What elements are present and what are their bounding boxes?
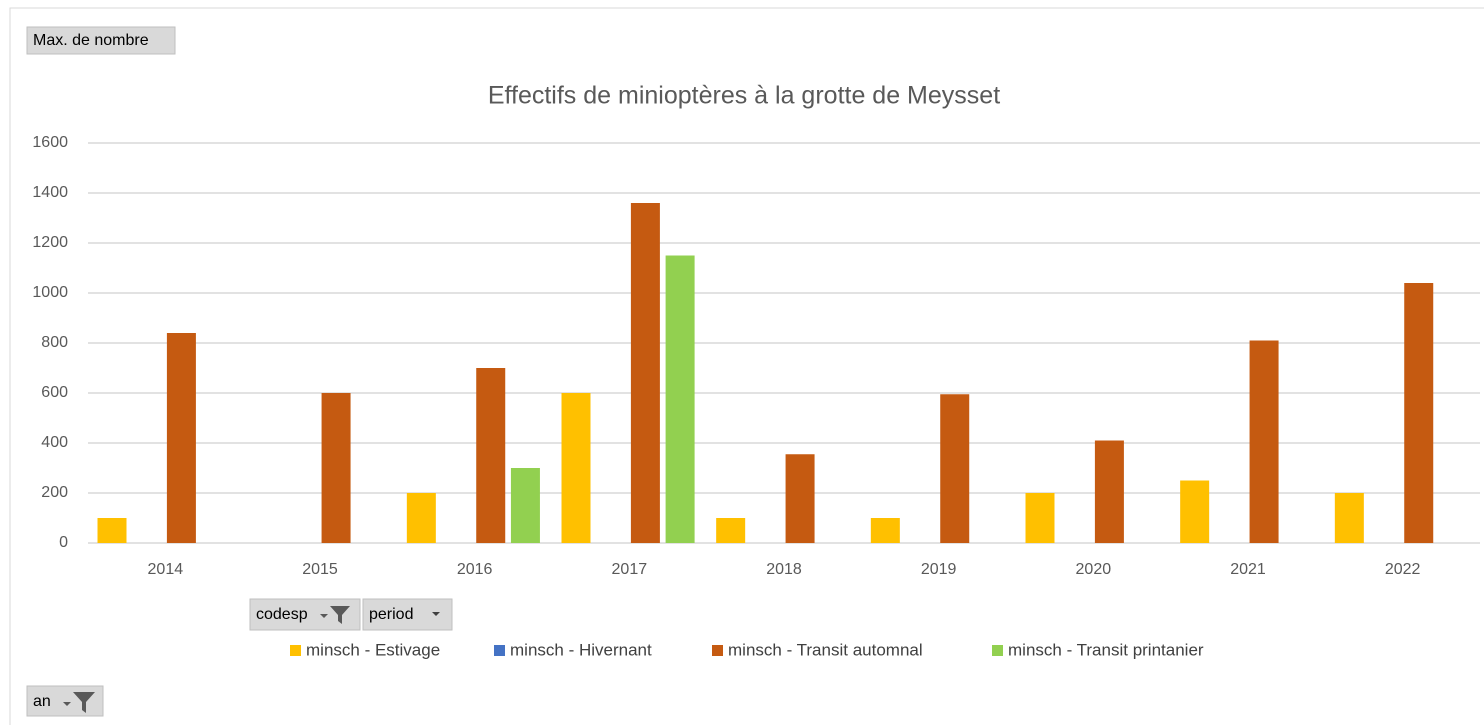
y-tick-label: 200 bbox=[41, 484, 68, 501]
bar bbox=[630, 203, 660, 543]
button-bg bbox=[26, 685, 104, 717]
legend-label: minsch - Transit printanier bbox=[1008, 640, 1204, 659]
bar bbox=[1334, 493, 1364, 543]
bar bbox=[1180, 480, 1210, 543]
bar bbox=[940, 394, 970, 543]
button-label: Max. de nombre bbox=[33, 32, 149, 49]
bar bbox=[166, 333, 196, 543]
y-tick-label: 1400 bbox=[32, 184, 68, 201]
y-tick-label: 800 bbox=[41, 334, 68, 351]
bar bbox=[476, 368, 506, 543]
x-tick-label: 2021 bbox=[1230, 561, 1266, 578]
button-label: period bbox=[369, 606, 413, 623]
y-tick-label: 400 bbox=[41, 434, 68, 451]
bar bbox=[406, 493, 436, 543]
legend-label: minsch - Estivage bbox=[306, 640, 440, 659]
series-field-button[interactable]: codesp bbox=[249, 598, 361, 631]
x-tick-label: 2019 bbox=[921, 561, 957, 578]
bar bbox=[321, 393, 351, 543]
bar bbox=[716, 518, 746, 543]
x-tick-label: 2016 bbox=[457, 561, 493, 578]
dropdown-icon bbox=[432, 612, 440, 616]
bar bbox=[561, 393, 591, 543]
bar bbox=[1094, 440, 1124, 543]
legend-label: minsch - Hivernant bbox=[510, 640, 652, 659]
legend-swatch bbox=[290, 645, 301, 656]
filter-icon bbox=[63, 692, 95, 713]
x-tick-label: 2017 bbox=[612, 561, 648, 578]
bar bbox=[1249, 340, 1279, 543]
bar bbox=[97, 518, 127, 543]
x-tick-label: 2015 bbox=[302, 561, 338, 578]
bar bbox=[1025, 493, 1055, 543]
bar bbox=[665, 255, 695, 543]
value-field-button[interactable]: Max. de nombre bbox=[26, 26, 176, 55]
x-tick-label: 2020 bbox=[1076, 561, 1112, 578]
x-tick-label: 2018 bbox=[766, 561, 802, 578]
legend-label: minsch - Transit automnal bbox=[728, 640, 923, 659]
bar bbox=[870, 518, 900, 543]
button-bg bbox=[26, 26, 176, 55]
button-label: an bbox=[33, 693, 51, 710]
y-tick-label: 1000 bbox=[32, 284, 68, 301]
axis-field-button[interactable]: an bbox=[26, 685, 104, 717]
legend-swatch bbox=[712, 645, 723, 656]
x-tick-label: 2014 bbox=[148, 561, 184, 578]
button-label: codesp bbox=[256, 606, 308, 623]
y-tick-label: 1600 bbox=[32, 134, 68, 151]
bar bbox=[510, 468, 540, 543]
legend-swatch bbox=[992, 645, 1003, 656]
series-field-button[interactable]: period bbox=[362, 598, 453, 631]
y-tick-label: 1200 bbox=[32, 234, 68, 251]
chart-title: Effectifs de minioptères à la grotte de … bbox=[488, 82, 1000, 110]
bar bbox=[1404, 283, 1434, 543]
x-tick-label: 2022 bbox=[1385, 561, 1421, 578]
y-tick-label: 0 bbox=[59, 534, 68, 551]
bar bbox=[785, 454, 815, 543]
filter-icon bbox=[320, 606, 350, 624]
legend-swatch bbox=[494, 645, 505, 656]
y-tick-label: 600 bbox=[41, 384, 68, 401]
